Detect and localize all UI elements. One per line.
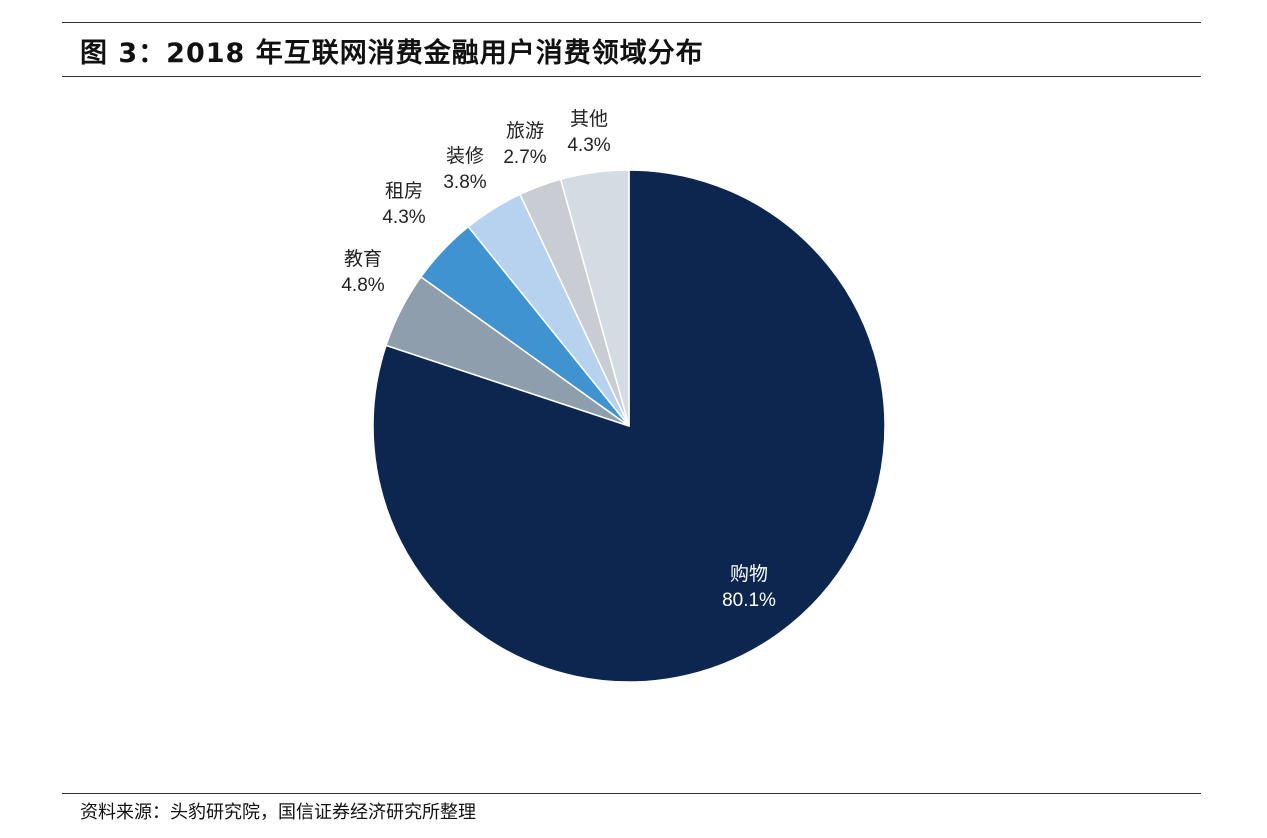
slice-label-value-6: 4.3% xyxy=(567,135,610,156)
slice-label-name-5: 旅游 xyxy=(506,120,544,142)
slice-label-value-4: 3.8% xyxy=(443,172,486,193)
slice-label-value-3: 4.3% xyxy=(382,207,425,228)
slice-label-value-1: 80.1% xyxy=(722,590,776,611)
slice-label-value-5: 2.7% xyxy=(503,147,546,168)
slice-label-name-6: 其他 xyxy=(570,108,608,130)
top-rule xyxy=(62,22,1201,23)
source-note: 资料来源：头豹研究院，国信证券经济研究所整理 xyxy=(80,802,476,823)
pie-slice-1 xyxy=(372,169,886,683)
slice-label-name-3: 租房 xyxy=(385,180,423,202)
figure-title: 图 3：2018 年互联网消费金融用户消费领域分布 xyxy=(80,38,704,69)
slice-label-name-4: 装修 xyxy=(446,145,484,167)
slice-label-name-2: 教育 xyxy=(344,248,382,270)
title-rule xyxy=(62,76,1201,77)
source-rule xyxy=(62,793,1201,794)
slice-label-value-2: 4.8% xyxy=(341,275,384,296)
pie-slice-6 xyxy=(559,169,630,427)
slice-label-name-1: 购物 xyxy=(730,563,768,585)
